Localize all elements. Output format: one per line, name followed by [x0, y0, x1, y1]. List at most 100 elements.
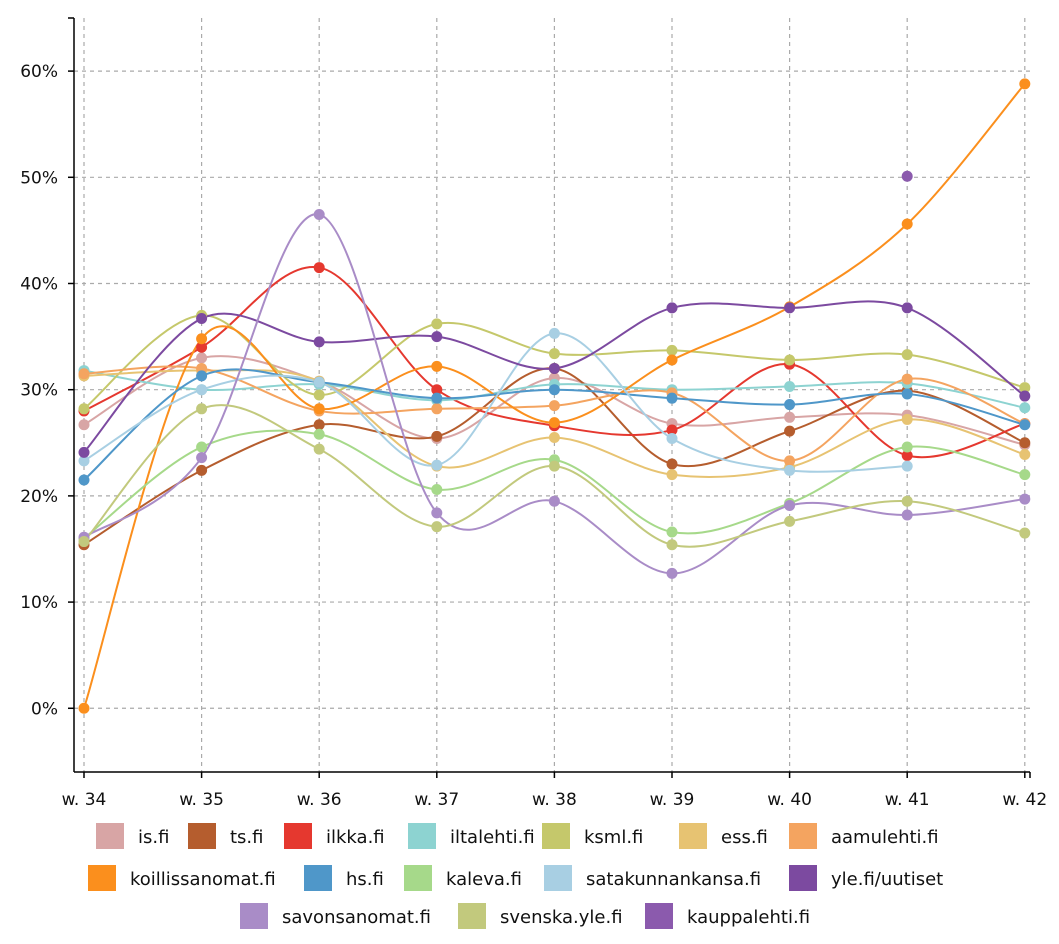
x-tick-label: w. 34 — [62, 790, 107, 810]
series-line — [83, 365, 1026, 462]
data-point — [784, 399, 796, 411]
data-point — [666, 539, 678, 551]
legend-label: hs.fi — [346, 869, 384, 890]
data-point — [548, 384, 560, 396]
x-tick-label: w. 42 — [1002, 790, 1047, 810]
y-tick-label: 60% — [20, 62, 58, 82]
legend-item[interactable]: hs.fi — [304, 865, 384, 891]
data-point — [901, 413, 913, 425]
data-point — [78, 536, 90, 548]
legend-swatch — [789, 865, 817, 891]
data-point — [666, 344, 678, 356]
data-point — [196, 333, 208, 345]
legend-item[interactable]: kauppalehti.fi — [645, 903, 810, 929]
data-point — [901, 373, 913, 385]
x-tick-label: w. 41 — [885, 790, 930, 810]
data-point — [78, 474, 90, 486]
data-point — [431, 430, 443, 442]
legend-item[interactable]: savonsanomat.fi — [240, 903, 431, 929]
y-tick-label: 0% — [31, 699, 58, 719]
data-point — [431, 459, 443, 471]
data-point — [784, 499, 796, 511]
legend-item[interactable]: is.fi — [96, 823, 169, 849]
data-point — [901, 349, 913, 361]
x-tick-label: w. 35 — [179, 790, 224, 810]
data-point — [784, 464, 796, 476]
legend-item[interactable]: ess.fi — [679, 823, 768, 849]
data-point — [78, 455, 90, 467]
data-point — [548, 327, 560, 339]
legend-item[interactable]: yle.fi/uutiset — [789, 865, 943, 891]
data-point — [784, 302, 796, 314]
legend-label: svenska.yle.fi — [500, 907, 623, 928]
data-point — [666, 469, 678, 481]
data-point — [431, 521, 443, 533]
legend-item[interactable]: iltalehti.fi — [408, 823, 535, 849]
data-point — [196, 352, 208, 364]
data-point — [196, 441, 208, 453]
legend-swatch — [96, 823, 124, 849]
data-point — [1019, 527, 1031, 539]
data-point — [666, 433, 678, 445]
axes: w. 34 w. 35 w. 36 w. 37 w. 38 w. 39 w. 40 w. 41… — [20, 17, 1047, 810]
legend-swatch — [542, 823, 570, 849]
data-point — [431, 403, 443, 415]
legend-label: koillissanomat.fi — [130, 869, 276, 890]
data-point — [901, 509, 913, 521]
data-point — [1019, 437, 1031, 449]
legend-swatch — [284, 823, 312, 849]
legend-swatch — [88, 865, 116, 891]
legend-label: ess.fi — [721, 827, 768, 848]
legend-label: kauppalehti.fi — [687, 907, 810, 928]
data-point — [1019, 469, 1031, 481]
data-point — [78, 446, 90, 458]
data-point — [1019, 382, 1031, 394]
data-point — [666, 302, 678, 314]
legend-label: ts.fi — [230, 827, 264, 848]
x-tick-label: w. 36 — [297, 790, 342, 810]
legend-label: iltalehti.fi — [450, 827, 535, 848]
data-point — [313, 403, 325, 415]
legend-swatch — [544, 865, 572, 891]
data-point — [196, 384, 208, 396]
data-point — [431, 360, 443, 372]
data-point — [78, 419, 90, 431]
data-point — [548, 495, 560, 507]
data-point — [431, 318, 443, 330]
y-tick-label: 10% — [20, 593, 58, 613]
legend-item[interactable]: aamulehti.fi — [789, 823, 939, 849]
x-tick-label: w. 39 — [650, 790, 695, 810]
data-point — [548, 362, 560, 374]
data-point — [196, 452, 208, 464]
legend-item[interactable]: koillissanomat.fi — [88, 865, 276, 891]
data-point — [313, 389, 325, 401]
legend-swatch — [458, 903, 486, 929]
data-point — [78, 403, 90, 415]
data-point — [784, 381, 796, 393]
data-point — [196, 464, 208, 476]
data-point — [196, 341, 208, 353]
data-point — [901, 170, 913, 182]
data-point — [78, 368, 90, 380]
data-point — [901, 441, 913, 453]
data-point — [548, 431, 560, 443]
legend-item[interactable]: ksml.fi — [542, 823, 643, 849]
legend-item[interactable]: satakunnankansa.fi — [544, 865, 761, 891]
legend-item[interactable]: kaleva.fi — [404, 865, 522, 891]
data-point — [548, 400, 560, 412]
data-point — [901, 218, 913, 230]
data-point — [313, 419, 325, 431]
data-point — [784, 425, 796, 437]
legend-item[interactable]: ts.fi — [188, 823, 264, 849]
data-point — [666, 354, 678, 366]
legend-item[interactable]: ilkka.fi — [284, 823, 385, 849]
legend-swatch — [679, 823, 707, 849]
legend-item[interactable]: svenska.yle.fi — [458, 903, 623, 929]
legend-label: satakunnankansa.fi — [586, 869, 761, 890]
data-point — [196, 313, 208, 325]
data-point — [901, 388, 913, 400]
legend-swatch — [408, 823, 436, 849]
data-point — [431, 392, 443, 404]
data-point — [784, 515, 796, 527]
legend-swatch — [240, 903, 268, 929]
